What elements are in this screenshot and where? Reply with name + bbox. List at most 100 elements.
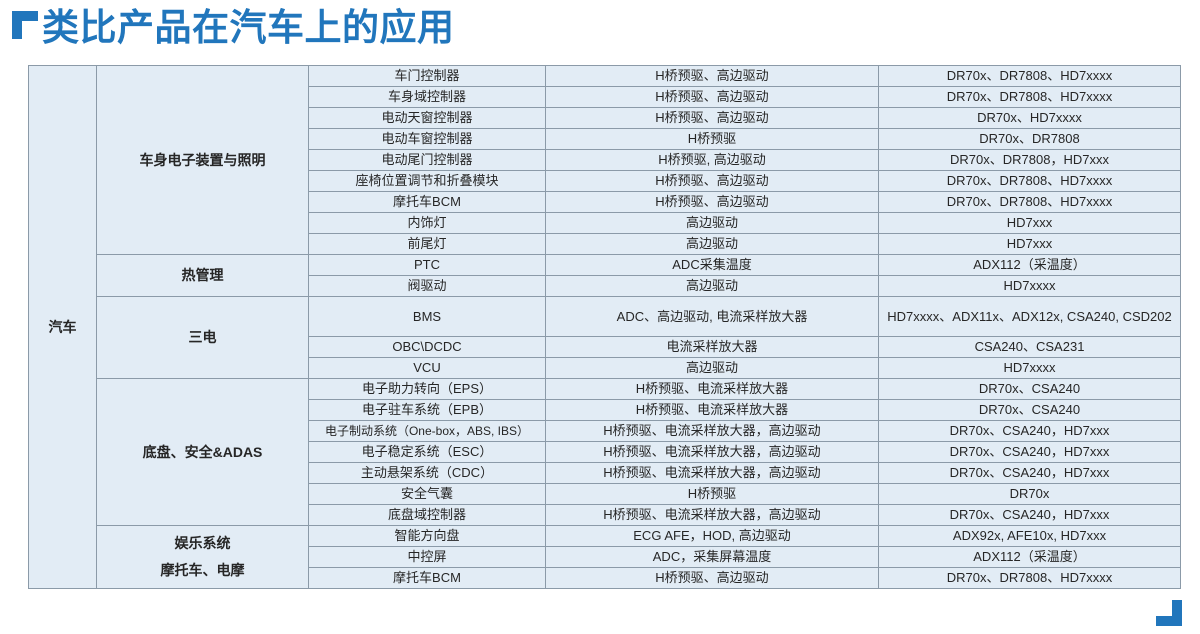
table-row: 三电 BMS ADC、高边驱动, 电流采样放大器 HD7xxxx、ADX11x、… xyxy=(29,296,1181,379)
table-row: 电动尾门控制器 H桥预驱, 高边驱动 DR70x、DR7808，HD7xxx xyxy=(29,149,1181,171)
subsystem-cell: 前尾灯 xyxy=(308,233,546,255)
parts-cell: HD7xxxx xyxy=(878,357,1181,379)
subsystem-cell: 电动天窗控制器 xyxy=(308,107,546,129)
parts-cell: CSA240、CSA231 xyxy=(878,336,1181,358)
function-cell: ADC采集温度 xyxy=(545,254,879,276)
function-cell: 高边驱动 xyxy=(545,233,879,255)
parts-cell: DR70x、DR7808 xyxy=(878,128,1181,150)
parts-cell: HD7xxxx xyxy=(878,275,1181,297)
parts-cell: DR70x、DR7808、HD7xxxx xyxy=(878,170,1181,192)
table-row: 汽车 车身电子装置与照明 车门控制器 H桥预驱、高边驱动 DR70x、DR780… xyxy=(28,65,1181,589)
group-cell-infotainment-motorcycle: 娱乐系统 摩托车、电摩 xyxy=(96,525,309,589)
subsystem-cell: 中控屏 xyxy=(308,546,546,568)
subsystem-cell: VCU xyxy=(308,357,546,379)
function-cell: 高边驱动 xyxy=(545,275,879,297)
subsystem-cell: OBC\DCDC xyxy=(308,336,546,358)
table-row: 摩托车BCM H桥预驱、高边驱动 DR70x、DR7808、HD7xxxx xyxy=(29,567,1181,589)
parts-cell: DR70x、CSA240 xyxy=(878,378,1181,400)
subsystem-cell: 安全气囊 xyxy=(308,483,546,505)
table-row: 热管理 PTC ADC采集温度 ADX112（采温度） xyxy=(29,254,1181,297)
parts-cell: HD7xxx xyxy=(878,233,1181,255)
parts-cell: DR70x、CSA240，HD7xxx xyxy=(878,504,1181,526)
function-cell: H桥预驱、高边驱动 xyxy=(545,86,879,108)
table-row: 阀驱动 高边驱动 HD7xxxx xyxy=(29,275,1181,297)
parts-cell: DR70x、DR7808，HD7xxx xyxy=(878,149,1181,171)
group-label-motorcycle-ev: 摩托车、电摩 xyxy=(160,562,245,578)
subsystem-cell: 摩托车BCM xyxy=(308,567,546,589)
parts-cell: HD7xxxx、ADX11x、ADX12x, CSA240, CSD202 xyxy=(878,296,1181,337)
subsystem-cell: 电子助力转向（EPS） xyxy=(308,378,546,400)
corner-bracket-horizontal xyxy=(12,11,38,21)
subsystem-cell: 底盘域控制器 xyxy=(308,504,546,526)
function-cell: ADC、高边驱动, 电流采样放大器 xyxy=(545,296,879,337)
function-cell: H桥预驱、高边驱动 xyxy=(545,65,879,87)
subsystem-cell: 主动悬架系统（CDC） xyxy=(308,462,546,484)
page-title: 类比产品在汽车上的应用 xyxy=(42,7,455,48)
parts-cell: DR70x、CSA240，HD7xxx xyxy=(878,441,1181,463)
function-cell: H桥预驱, 高边驱动 xyxy=(545,149,879,171)
function-cell: H桥预驱、电流采样放大器 xyxy=(545,378,879,400)
parts-cell: DR70x、DR7808、HD7xxxx xyxy=(878,65,1181,87)
subsystem-cell: 电子驻车系统（EPB） xyxy=(308,399,546,421)
function-cell: H桥预驱 xyxy=(545,483,879,505)
parts-cell: DR70x xyxy=(878,483,1181,505)
table-row: 底盘域控制器 H桥预驱、电流采样放大器，高边驱动 DR70x、CSA240，HD… xyxy=(29,504,1181,526)
function-cell: H桥预驱、高边驱动 xyxy=(545,170,879,192)
table-row: VCU 高边驱动 HD7xxxx xyxy=(29,357,1181,379)
function-cell: H桥预驱、电流采样放大器，高边驱动 xyxy=(545,462,879,484)
function-cell: H桥预驱、电流采样放大器 xyxy=(545,399,879,421)
parts-cell: HD7xxx xyxy=(878,212,1181,234)
parts-cell: DR70x、DR7808、HD7xxxx xyxy=(878,567,1181,589)
function-cell: ECG AFE，HOD, 高边驱动 xyxy=(545,525,879,547)
corner-bracket-icon xyxy=(12,11,38,39)
parts-cell: DR70x、DR7808、HD7xxxx xyxy=(878,86,1181,108)
function-cell: H桥预驱、电流采样放大器，高边驱动 xyxy=(545,504,879,526)
subsystem-cell: 阀驱动 xyxy=(308,275,546,297)
function-cell: H桥预驱、高边驱动 xyxy=(545,191,879,213)
function-cell: 高边驱动 xyxy=(545,357,879,379)
subsystem-cell: 电子制动系统（One-box，ABS, IBS） xyxy=(308,420,546,442)
corner-bracket-bottom-horizontal xyxy=(1156,616,1182,626)
automotive-application-table: 汽车 车身电子装置与照明 车门控制器 H桥预驱、高边驱动 DR70x、DR780… xyxy=(28,65,1181,589)
table-row: 座椅位置调节和折叠模块 H桥预驱、高边驱动 DR70x、DR7808、HD7xx… xyxy=(29,170,1181,192)
corner-bracket-bottom-vertical xyxy=(1172,600,1182,626)
parts-cell: ADX112（采温度） xyxy=(878,546,1181,568)
parts-cell: ADX112（采温度） xyxy=(878,254,1181,276)
group-cell-three-electrics: 三电 xyxy=(96,296,309,379)
table-row: 车身域控制器 H桥预驱、高边驱动 DR70x、DR7808、HD7xxxx xyxy=(29,86,1181,108)
subsystem-cell: 摩托车BCM xyxy=(308,191,546,213)
table-row: 底盘、安全&ADAS 电子助力转向（EPS） H桥预驱、电流采样放大器 DR70… xyxy=(29,378,1181,526)
group-cell-chassis-safety-adas: 底盘、安全&ADAS xyxy=(96,378,309,526)
function-cell: 电流采样放大器 xyxy=(545,336,879,358)
parts-cell: DR70x、CSA240，HD7xxx xyxy=(878,462,1181,484)
page-header: 类比产品在汽车上的应用 xyxy=(0,0,1200,58)
function-cell: ADC，采集屏幕温度 xyxy=(545,546,879,568)
subsystem-cell: 电动车窗控制器 xyxy=(308,128,546,150)
table-row: 中控屏 ADC，采集屏幕温度 ADX112（采温度） xyxy=(29,546,1181,568)
subsystem-cell: 内饰灯 xyxy=(308,212,546,234)
table-row: 娱乐系统 摩托车、电摩 智能方向盘 ECG AFE，HOD, 高边驱动 ADX9… xyxy=(29,525,1181,589)
parts-cell: DR70x、DR7808、HD7xxxx xyxy=(878,191,1181,213)
parts-cell: DR70x、HD7xxxx xyxy=(878,107,1181,129)
function-cell: H桥预驱 xyxy=(545,128,879,150)
table-row: 电动天窗控制器 H桥预驱、高边驱动 DR70x、HD7xxxx xyxy=(29,107,1181,129)
function-cell: 高边驱动 xyxy=(545,212,879,234)
function-cell: H桥预驱、电流采样放大器，高边驱动 xyxy=(545,441,879,463)
function-cell: H桥预驱、高边驱动 xyxy=(545,107,879,129)
table-row: 主动悬架系统（CDC） H桥预驱、电流采样放大器，高边驱动 DR70x、CSA2… xyxy=(29,462,1181,484)
subsystem-cell: PTC xyxy=(308,254,546,276)
group-cell-body-electronics: 车身电子装置与照明 xyxy=(96,65,309,255)
table-row: 电子制动系统（One-box，ABS, IBS） H桥预驱、电流采样放大器，高边… xyxy=(29,420,1181,442)
subsystem-cell: 座椅位置调节和折叠模块 xyxy=(308,170,546,192)
subsystem-cell: 智能方向盘 xyxy=(308,525,546,547)
corner-bracket-bottom-icon xyxy=(1156,600,1182,626)
parts-cell: DR70x、CSA240 xyxy=(878,399,1181,421)
category-cell-automotive: 汽车 xyxy=(28,65,97,589)
subsystem-cell: BMS xyxy=(308,296,546,337)
subsystem-cell: 电子稳定系统（ESC） xyxy=(308,441,546,463)
parts-cell: DR70x、CSA240，HD7xxx xyxy=(878,420,1181,442)
subsystem-cell: 车身域控制器 xyxy=(308,86,546,108)
subsystem-cell: 车门控制器 xyxy=(308,65,546,87)
parts-cell: ADX92x, AFE10x, HD7xxx xyxy=(878,525,1181,547)
function-cell: H桥预驱、高边驱动 xyxy=(545,567,879,589)
